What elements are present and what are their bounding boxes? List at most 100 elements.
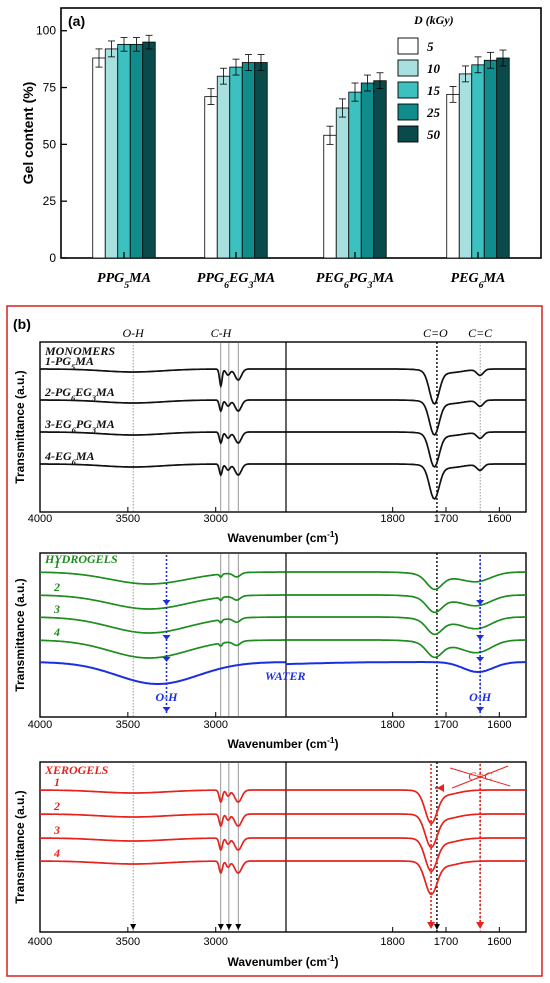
series-label: 2 [53, 799, 60, 813]
bar-PEG6MA-25 [483, 59, 498, 259]
subpanel-frame [39, 552, 527, 718]
legend-swatch-10 [397, 59, 419, 77]
band-label: C-H [211, 326, 233, 340]
category-label: PEG6MA [451, 271, 506, 291]
bar-PPG5MA-10 [104, 48, 119, 259]
bar-PEG6PG3MA-10 [335, 107, 350, 259]
panel-b-label: (b) [13, 316, 31, 332]
water-label: WATER [265, 669, 305, 683]
x-tick-label: 3500 [116, 936, 140, 948]
bar-PPG6EG3MA-50 [254, 62, 268, 259]
panel-a-y-ticks: 0 25 50 75 100 [36, 24, 67, 265]
x-tick-label: 4000 [28, 513, 52, 525]
bar-PEG6MA-15 [471, 64, 485, 259]
y-tick-label: 50 [43, 137, 57, 151]
subpanel-title: XEROGELS [44, 763, 109, 777]
series-label: 4 [53, 846, 60, 860]
panel-b-frame [6, 305, 543, 977]
band-labels: O-H C-H C=O C=C [122, 326, 493, 340]
panel-a-y-axis-label: Gel content (%) [20, 82, 36, 185]
spectrum-line-3 [40, 616, 526, 636]
panel-a-category-labels: PPG5MA PPG6EG3MA PEG6PG3MA PEG6MA [97, 252, 505, 291]
spectrum-line-4 [39, 639, 526, 659]
bar-PEG6PG3MA-15 [348, 91, 362, 259]
band-marker-arrow [433, 924, 440, 930]
y-tick-label: 0 [49, 251, 56, 265]
bar-PPG5MA-15 [117, 43, 131, 259]
bar-PEG6PG3MA-50 [373, 80, 387, 259]
subpanel-monomers: 4000 3500 3000 1800 1700 1600 Wavenumber (cm-1… [13, 341, 527, 545]
bar-PPG6EG3MA-15 [229, 66, 243, 259]
band-marker-arrow [235, 924, 242, 930]
subpanel-frame [39, 341, 527, 513]
series-label: 3-EG6PG3MA [44, 417, 115, 435]
x-axis-label: Wavenumber (cm-1) [227, 735, 338, 751]
subpanel-title: HYDROGELS [44, 552, 118, 566]
arrow-head [427, 922, 436, 929]
arrow-head [476, 922, 485, 929]
x-tick-label: 4000 [28, 719, 52, 731]
legend-swatch-50 [397, 125, 419, 143]
cc-annotation: C=C [468, 769, 493, 783]
bar-PEG6MA-5 [446, 93, 460, 259]
arrow-head [162, 657, 171, 662]
y-axis-label: Transmittance (a.u.) [13, 370, 27, 483]
spectrum-line-1 [40, 571, 526, 591]
x-tick-label: 1800 [380, 513, 404, 525]
arrow-head [162, 707, 171, 712]
legend-title: D (kGy) [413, 13, 454, 27]
bar-PEG6PG3MA-25 [360, 82, 375, 259]
arrow-head [476, 600, 485, 605]
band-label: C=O [423, 326, 448, 340]
x-tick-label: 1600 [487, 719, 511, 731]
subpanel-title: MONOMERS [44, 344, 115, 358]
x-tick-label: 1700 [434, 513, 458, 525]
legend-label-5: 5 [427, 39, 434, 54]
category-label: PPG5MA [97, 271, 151, 291]
spectrum-line-1 [40, 368, 526, 406]
bar-PPG6EG3MA-5 [204, 96, 218, 259]
x-tick-label: 1600 [487, 513, 511, 525]
x-axis-label: Wavenumber (cm-1) [227, 953, 338, 969]
x-tick-label: 1800 [380, 936, 404, 948]
series-label: 4-EG6MA [44, 449, 95, 467]
legend-swatch-25 [397, 103, 419, 121]
x-tick-label: 3000 [203, 719, 227, 731]
x-tick-label: 4000 [28, 936, 52, 948]
bar-PPG5MA-25 [129, 43, 144, 259]
panel-a-bars [92, 34, 510, 259]
arrow-head [476, 635, 485, 640]
x-tick-label: 1700 [434, 719, 458, 731]
band-label: C=C [468, 326, 493, 340]
y-tick-label: 75 [43, 81, 57, 95]
legend-swatch-15 [397, 81, 419, 99]
band-marker-arrow [217, 924, 224, 930]
series-label: 2 [53, 580, 60, 594]
subpanel-frame [39, 761, 527, 933]
spectrum-line-2 [40, 813, 526, 849]
bar-PEG6MA-10 [458, 73, 473, 259]
spectrum-line-2 [40, 399, 526, 437]
band-marker-arrow [130, 924, 137, 930]
band-label: O-H [122, 326, 145, 340]
series-label: 1 [54, 775, 60, 789]
subpanel-hydrogels: 4000 3500 3000 1800 1700 1600 Wavenumber (cm-1… [13, 552, 527, 751]
spectrum-line-3 [40, 431, 526, 469]
category-label: PEG6PG3MA [316, 271, 394, 291]
panel-a-plot-frame [60, 7, 542, 259]
bar-PPG5MA-50 [142, 41, 156, 259]
series-label: 3 [53, 602, 60, 616]
x-tick-label: 3000 [203, 513, 227, 525]
x-tick-label: 3500 [116, 719, 140, 731]
bar-PPG5MA-5 [92, 57, 106, 259]
arrow-head [476, 657, 485, 662]
legend-label-25: 25 [426, 105, 441, 120]
spectrum-line-1 [40, 789, 526, 825]
series-label: 4 [53, 625, 60, 639]
x-tick-label: 1600 [487, 936, 511, 948]
panel-a-legend: D (kGy) 5 10 15 25 50 [397, 13, 454, 143]
spectrum-line-4 [40, 860, 526, 896]
oh-annotation: O-H [156, 690, 179, 704]
